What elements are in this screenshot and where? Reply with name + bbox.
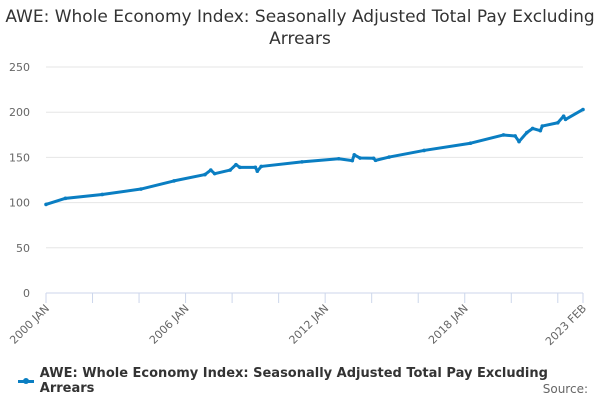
data-point[interactable] xyxy=(468,141,473,146)
data-point[interactable] xyxy=(387,155,391,159)
data-point[interactable] xyxy=(44,202,48,207)
x-tick-label: 2012 JAN xyxy=(287,302,332,347)
x-tick-label: 2006 JAN xyxy=(147,302,192,347)
data-point[interactable] xyxy=(63,196,68,201)
data-point[interactable] xyxy=(100,192,105,197)
data-point[interactable] xyxy=(540,124,545,128)
data-point[interactable] xyxy=(517,139,521,144)
data-point[interactable] xyxy=(373,158,378,163)
data-point[interactable] xyxy=(238,165,242,170)
chart-title: AWE: Whole Economy Index: Seasonally Adj… xyxy=(5,7,595,49)
legend-swatch-icon xyxy=(18,378,34,384)
source-label: Source: xyxy=(542,382,588,396)
x-tick-label: 2018 JAN xyxy=(426,302,471,347)
data-point[interactable] xyxy=(555,120,560,125)
data-point[interactable] xyxy=(208,168,213,172)
data-point[interactable] xyxy=(172,179,176,183)
data-point[interactable] xyxy=(234,162,238,167)
legend-item[interactable]: AWE: Whole Economy Index: Seasonally Adj… xyxy=(18,366,600,396)
data-point[interactable] xyxy=(581,107,585,112)
data-point[interactable] xyxy=(524,130,529,135)
y-tick-label: 200 xyxy=(9,106,30,119)
data-point[interactable] xyxy=(139,187,143,191)
legend-label: AWE: Whole Economy Index: Seasonally Adj… xyxy=(39,366,548,396)
x-tick-label: 2000 JAN xyxy=(7,302,52,347)
y-tick-label: 250 xyxy=(9,61,30,74)
data-point[interactable] xyxy=(561,114,566,118)
data-point[interactable] xyxy=(300,160,304,164)
data-point[interactable] xyxy=(336,156,341,161)
y-tick-label: 50 xyxy=(16,242,30,255)
data-point[interactable] xyxy=(228,168,232,172)
data-point[interactable] xyxy=(212,171,217,176)
data-point[interactable] xyxy=(253,165,258,170)
y-tick-label: 0 xyxy=(23,287,30,300)
data-point[interactable] xyxy=(352,152,357,157)
y-tick-label: 150 xyxy=(9,151,30,164)
data-point[interactable] xyxy=(255,169,260,174)
data-point[interactable] xyxy=(350,158,355,163)
data-point[interactable] xyxy=(538,128,543,133)
y-tick-label: 100 xyxy=(9,197,30,210)
data-point[interactable] xyxy=(501,133,506,137)
data-point[interactable] xyxy=(530,126,535,131)
x-tick-label: 2023 FEB xyxy=(543,302,589,348)
data-point[interactable] xyxy=(513,134,517,138)
data-point[interactable] xyxy=(259,164,263,169)
data-point[interactable] xyxy=(358,156,362,160)
data-point[interactable] xyxy=(203,172,207,177)
data-point[interactable] xyxy=(563,117,568,122)
data-point[interactable] xyxy=(422,148,426,153)
